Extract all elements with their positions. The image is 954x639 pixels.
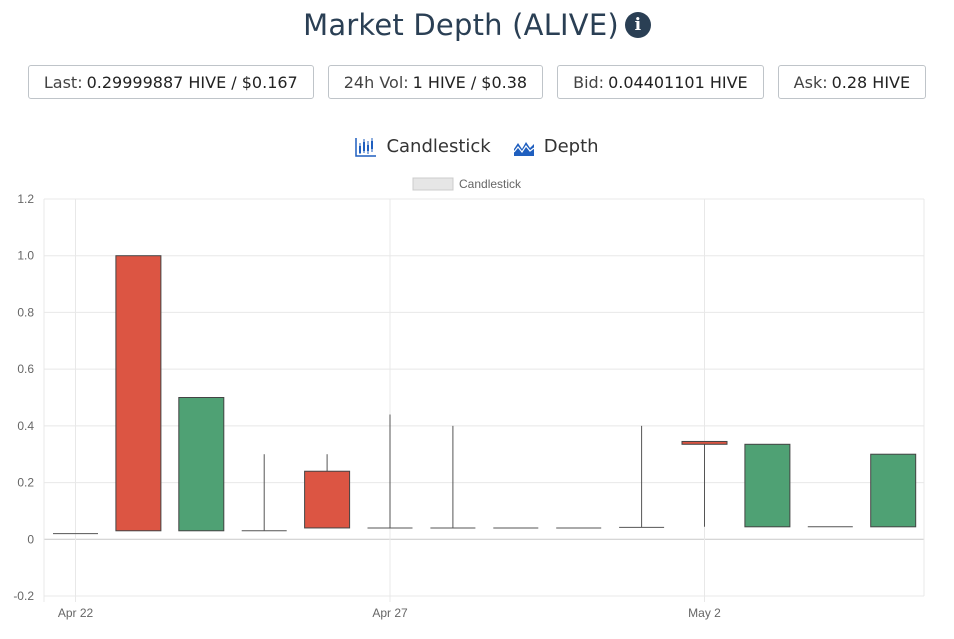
y-tick-label: 0.6 <box>17 362 34 376</box>
legend-label: Candlestick <box>459 177 522 191</box>
y-tick-label: 0 <box>27 532 34 546</box>
candle-body <box>870 453 917 528</box>
tab-depth-label: Depth <box>543 136 599 157</box>
y-tick-label: 1.2 <box>17 192 34 206</box>
candlestick-chart: -0.2 0 0.2 0.4 0.6 0.8 1.0 1.2 Apr 22 Apr 27 May 2… <box>13 177 925 620</box>
page-title: Market Depth (ALIVE) <box>303 8 619 42</box>
tab-candlestick[interactable]: Candlestick <box>355 136 491 157</box>
y-tick-label: -0.2 <box>13 589 34 603</box>
ask-badge: Ask: 0.28 HIVE <box>777 65 927 99</box>
info-icon[interactable]: i <box>624 12 651 38</box>
x-tick-label: May 2 <box>688 606 721 620</box>
y-tick-label: 0.8 <box>17 305 34 319</box>
candle-body <box>178 397 225 532</box>
bid-label: Bid: <box>573 72 605 92</box>
y-tick-label: 0.2 <box>17 476 34 490</box>
chart-legend: Candlestick <box>412 177 522 191</box>
last-label: Last: <box>43 72 83 92</box>
bid-badge: Bid: 0.04401101 HIVE <box>557 65 764 99</box>
volume-label: 24h Vol: <box>343 72 409 92</box>
last-value: 0.29999887 HIVE / $0.167 <box>86 72 298 92</box>
x-tick-label: Apr 22 <box>58 606 94 620</box>
y-tick-label: 1.0 <box>17 249 34 263</box>
volume-value: 1 HIVE / $0.38 <box>412 72 528 92</box>
depth-chart-icon <box>513 141 535 156</box>
y-tick-label: 0.4 <box>17 419 34 433</box>
legend-swatch <box>412 177 454 191</box>
title-row: Market Depth (ALIVE) i <box>0 8 954 42</box>
ask-value: 0.28 HIVE <box>831 72 911 92</box>
chart-type-tabs: Candlestick Depth <box>0 136 954 157</box>
ask-label: Ask: <box>793 72 828 92</box>
bid-value: 0.04401101 HIVE <box>608 72 748 92</box>
candle-body <box>115 255 162 532</box>
candle-body <box>681 440 728 445</box>
candlestick-chart-icon <box>355 137 377 157</box>
candle-body <box>744 443 791 528</box>
volume-badge: 24h Vol: 1 HIVE / $0.38 <box>327 65 544 99</box>
candle-body <box>304 470 351 529</box>
tab-candlestick-label: Candlestick <box>386 136 491 157</box>
stats-bar: Last: 0.29999887 HIVE / $0.167 24h Vol: … <box>0 65 954 99</box>
x-tick-label: Apr 27 <box>372 606 408 620</box>
last-price-badge: Last: 0.29999887 HIVE / $0.167 <box>27 65 314 99</box>
tab-depth[interactable]: Depth <box>513 136 599 157</box>
